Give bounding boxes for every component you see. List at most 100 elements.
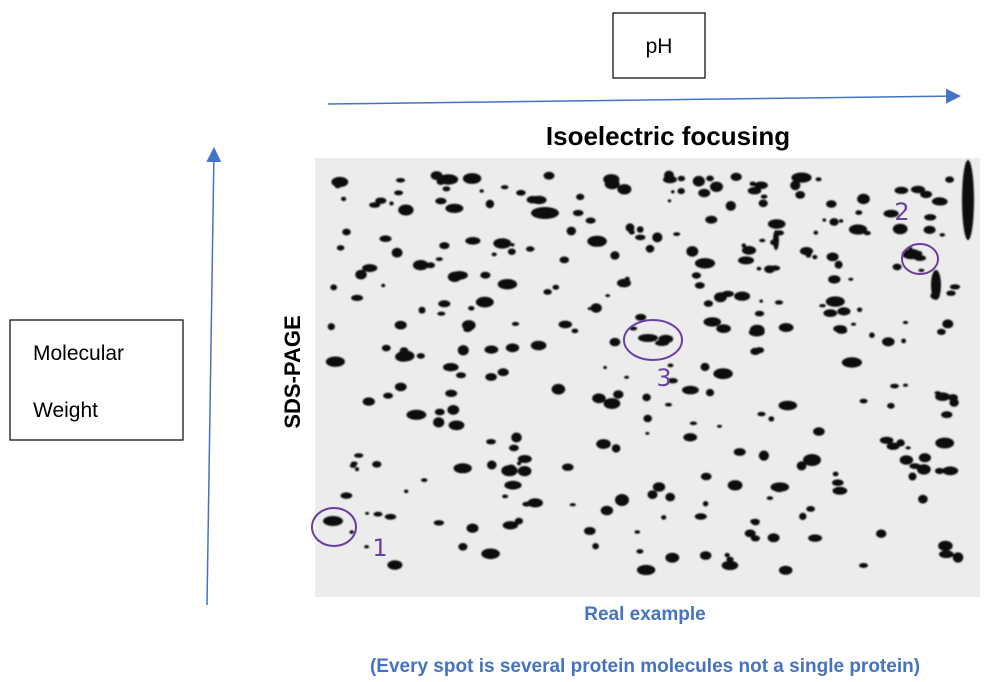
spot — [526, 246, 535, 251]
spot — [803, 454, 821, 466]
spot — [645, 432, 649, 435]
spot — [917, 464, 931, 474]
spot — [481, 549, 500, 560]
ph-label: pH — [646, 35, 673, 58]
spot — [648, 490, 658, 499]
spot — [661, 515, 666, 520]
spot — [331, 177, 348, 187]
spot — [779, 323, 794, 332]
spot — [938, 541, 953, 551]
spot — [328, 323, 335, 330]
spot — [433, 417, 444, 427]
spot — [842, 357, 862, 367]
spot — [508, 249, 516, 255]
spot — [354, 453, 363, 458]
spot — [918, 495, 928, 504]
spot — [383, 393, 393, 399]
spot — [839, 219, 843, 223]
spot — [757, 267, 762, 271]
spot — [570, 503, 576, 506]
spot — [603, 366, 607, 369]
spot — [417, 353, 425, 359]
spot — [592, 393, 606, 403]
spot — [652, 232, 662, 242]
spot — [775, 300, 783, 304]
spot — [701, 473, 712, 481]
spot — [819, 304, 826, 307]
spot — [531, 196, 546, 204]
spot — [755, 311, 764, 317]
spot — [398, 205, 413, 216]
spot — [392, 248, 403, 258]
spot — [734, 292, 750, 301]
spot — [914, 255, 926, 261]
mw-label: Molecular — [33, 342, 124, 365]
spot — [771, 482, 790, 491]
spot — [695, 282, 705, 289]
spot — [823, 309, 837, 317]
spot — [935, 391, 941, 395]
spot — [375, 198, 386, 204]
spot — [485, 373, 497, 381]
spot — [516, 190, 526, 196]
spot — [890, 384, 899, 389]
spot — [553, 285, 560, 290]
spot — [903, 384, 908, 387]
spot — [480, 272, 490, 279]
spot — [742, 246, 756, 255]
spot — [498, 368, 509, 376]
spot — [880, 437, 894, 444]
spot — [895, 187, 909, 194]
spot — [924, 226, 936, 234]
spot — [351, 295, 363, 301]
spot — [421, 478, 427, 482]
spot — [779, 566, 793, 575]
spot — [603, 174, 619, 185]
spot — [435, 409, 445, 416]
spot — [860, 399, 868, 404]
spot — [761, 195, 768, 199]
spot — [692, 272, 701, 278]
spot — [507, 465, 516, 473]
spot — [653, 482, 665, 491]
spot — [836, 328, 847, 334]
spot — [625, 277, 630, 281]
spot — [610, 251, 619, 259]
spot — [755, 347, 764, 353]
spot — [635, 235, 645, 241]
spot — [543, 289, 551, 295]
spot — [893, 264, 902, 271]
spot — [664, 171, 674, 181]
spot — [387, 560, 402, 569]
spot — [941, 411, 952, 418]
figure: pH Molecular Weight Isoelectric focusing… — [0, 0, 984, 682]
spot — [806, 506, 815, 512]
spot — [617, 184, 631, 194]
spot — [404, 490, 408, 494]
spot — [738, 256, 754, 264]
spot — [806, 252, 812, 258]
spot — [779, 401, 798, 411]
spot — [326, 357, 345, 367]
spot — [835, 261, 843, 269]
spot — [436, 257, 443, 261]
spot — [816, 177, 822, 181]
spot — [509, 445, 519, 452]
spot — [710, 182, 723, 192]
spot — [859, 563, 868, 568]
spot — [768, 416, 774, 421]
spot — [396, 178, 405, 183]
spot — [668, 199, 671, 202]
spot — [463, 327, 472, 332]
spot — [764, 265, 775, 273]
spot — [487, 461, 497, 470]
spot — [395, 383, 407, 392]
mw-box — [10, 320, 183, 440]
spot — [443, 186, 451, 191]
spot — [678, 176, 685, 182]
spot — [918, 269, 924, 272]
spot — [876, 530, 886, 538]
spot — [467, 524, 479, 533]
note: (Every spot is several protein molecules… — [370, 656, 920, 677]
spot — [799, 513, 806, 520]
